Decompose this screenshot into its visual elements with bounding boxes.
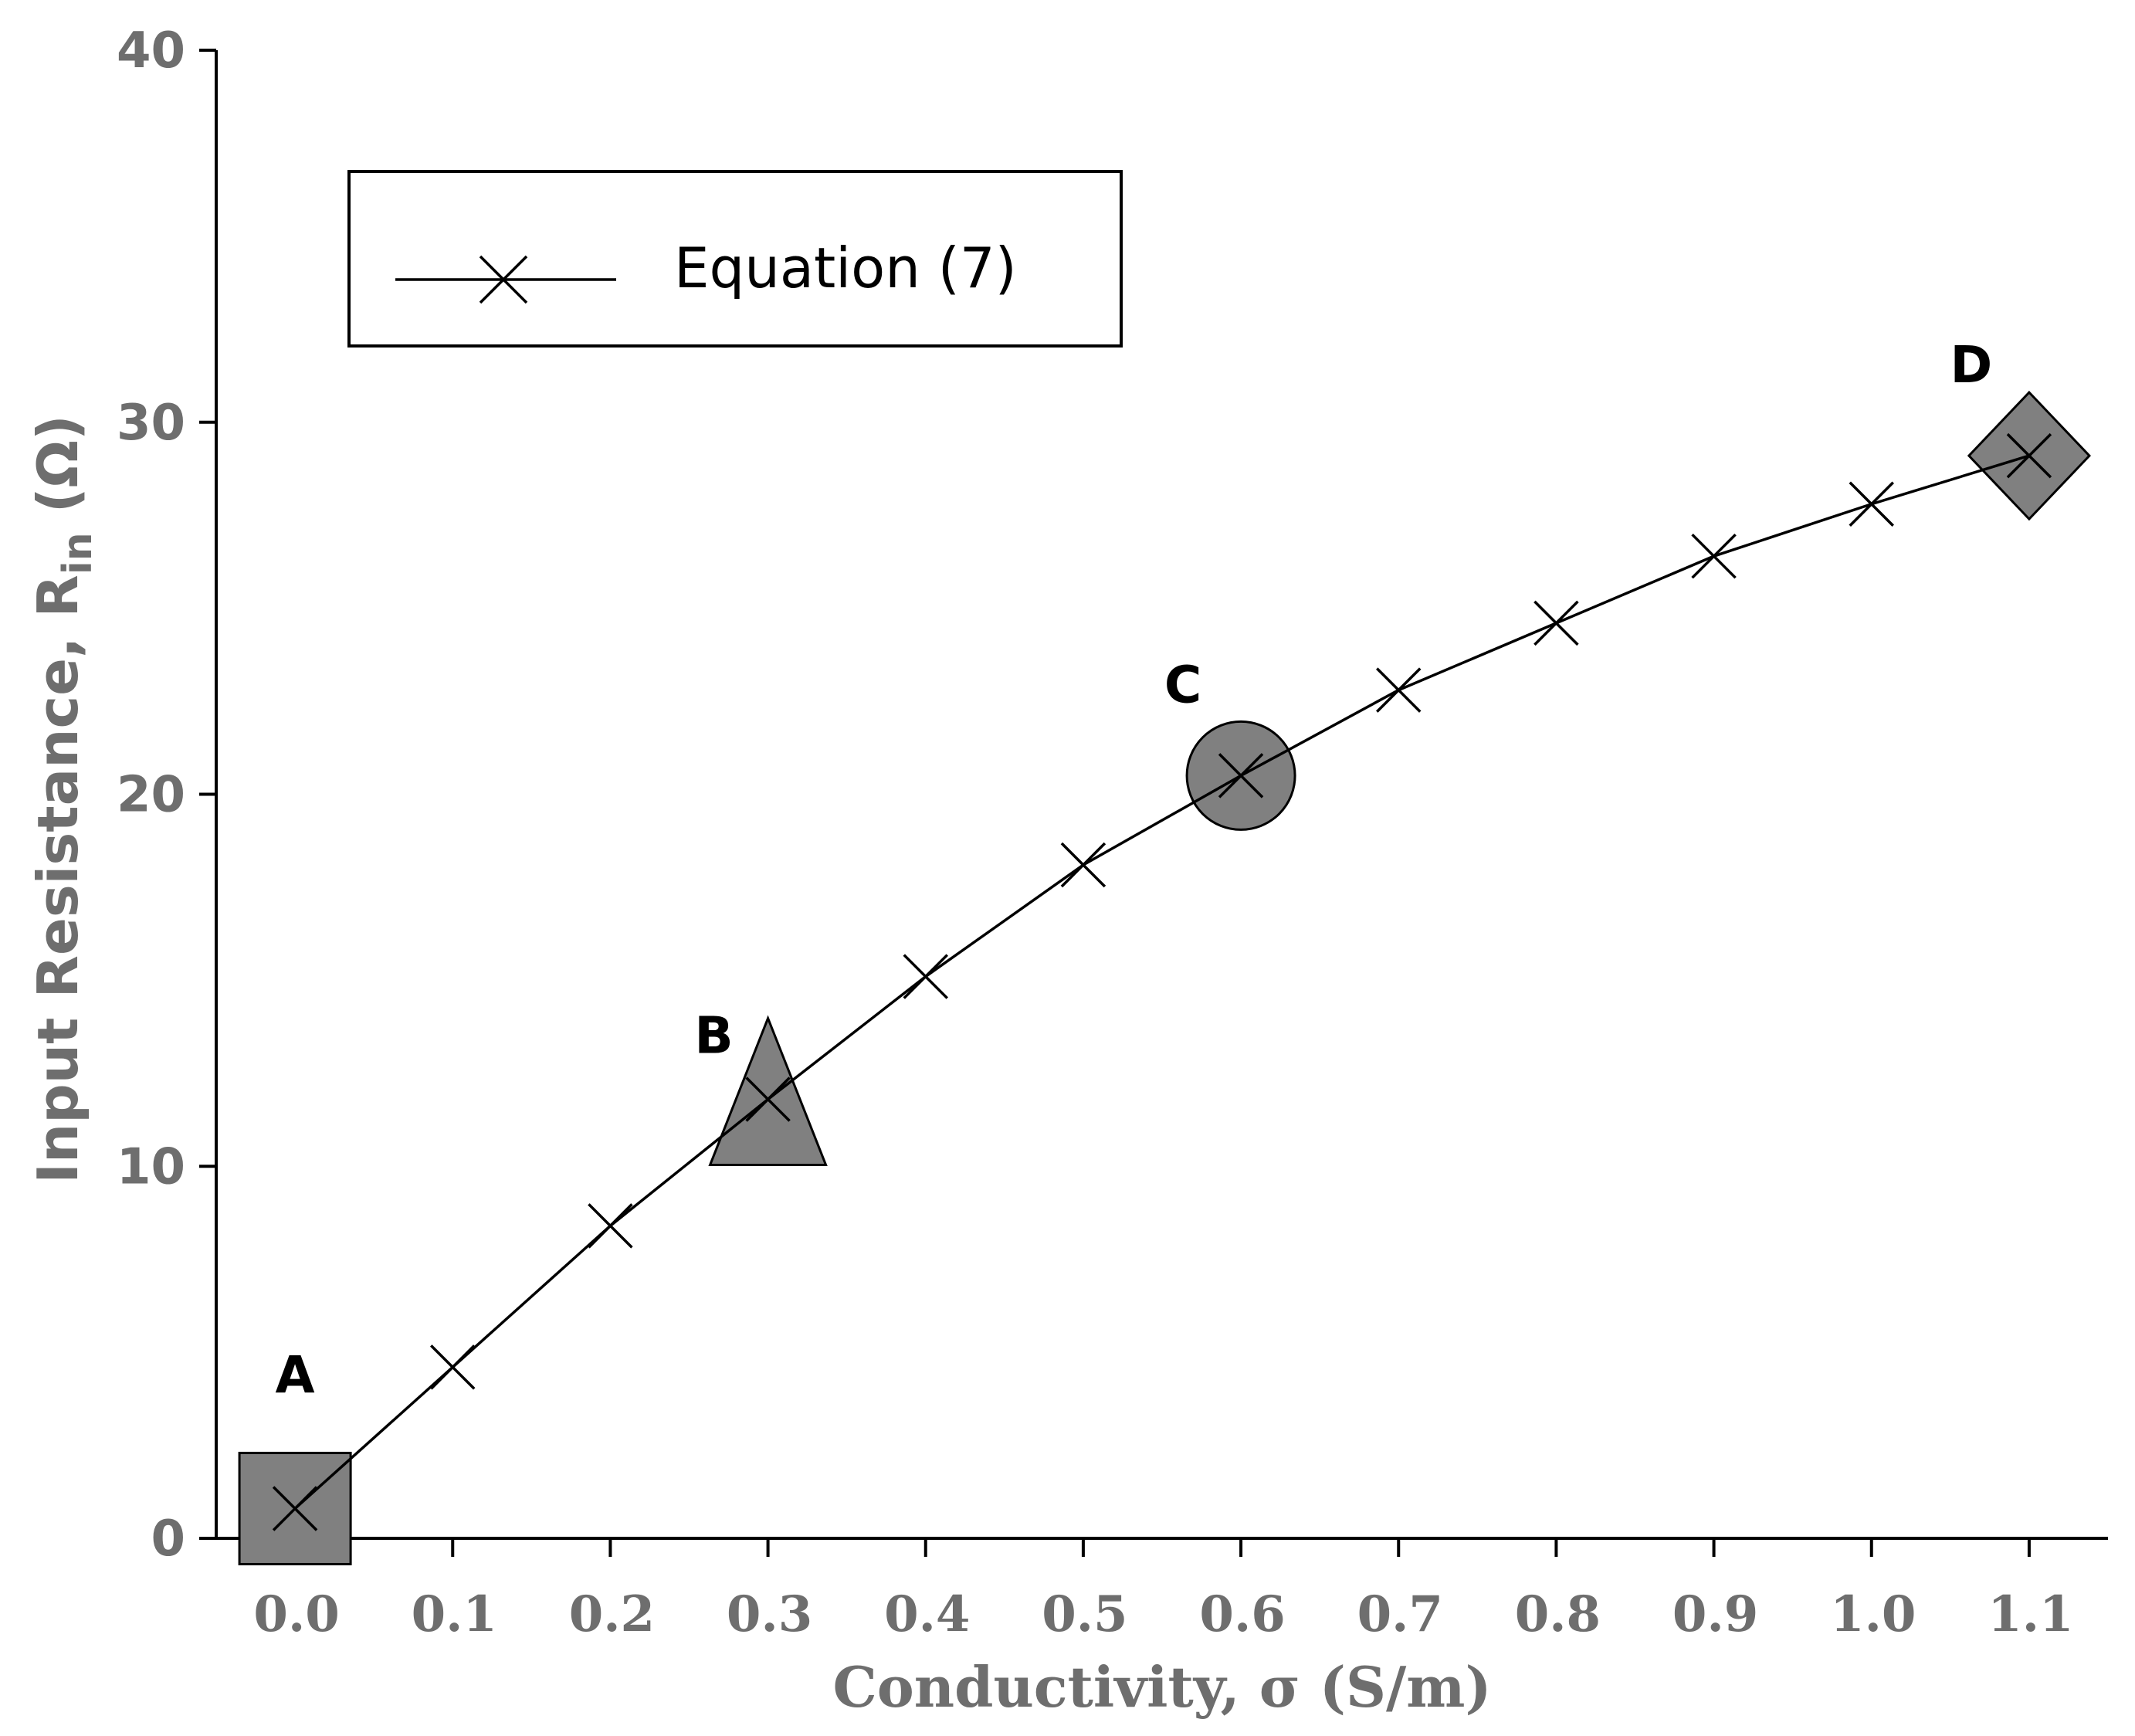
legend-label: Equation (7) [674,236,1017,300]
data-point-marker [430,1344,476,1390]
data-point-marker [903,954,948,999]
y-ticks: 0 10 20 30 40 [117,22,216,1568]
legend-box [347,170,1123,348]
highlighted-points [238,390,2091,1565]
x-tick-label: 0.2 [569,1585,655,1643]
data-point-marker [745,1077,791,1122]
x-tick-label: 0.0 [253,1585,339,1643]
x-ticks: 0.0 0.1 0.2 0.3 0.4 0.5 0.6 0.7 0.8 0.9 1.0 1.1 [253,1538,2074,1643]
series-equation-7 [272,432,2052,1531]
x-tick-label: 1.1 [1988,1585,2073,1643]
y-axis-title-subscript: in [55,532,101,575]
legend: Equation (7) [347,170,1123,348]
y-axis-title-main: Input Resistance, R [25,575,90,1184]
data-point-marker [2006,432,2052,479]
y-tick-label: 30 [117,395,185,452]
data-point-marker [1376,667,1422,713]
point-labels: A B C D [276,335,1993,1405]
x-tick-label: 0.4 [884,1585,970,1643]
y-tick-label: 40 [117,22,185,80]
data-point-marker [1533,600,1579,646]
x-axis-title: Conductivity, σ (S/m) [832,1654,1491,1720]
x-tick-label: 0.1 [412,1585,497,1643]
legend-x-marker [479,255,528,304]
data-point-marker [1691,533,1737,579]
data-point-marker [1060,842,1106,888]
y-tick-label: 0 [151,1511,185,1568]
x-tick-label: 0.3 [727,1585,812,1643]
data-point-marker [272,1486,318,1531]
data-point-marker [1218,753,1264,798]
data-point-marker [1849,481,1894,527]
point-label-A: A [276,1345,315,1405]
x-tick-label: 0.5 [1042,1585,1127,1643]
series-line [293,454,2030,1510]
x-tick-label: 0.8 [1515,1585,1601,1643]
y-axis-title: Input Resistance, Rin (Ω) [25,415,101,1184]
y-tick-label: 20 [117,767,185,824]
x-tick-label: 0.6 [1199,1585,1285,1643]
y-axis-title-unit: (Ω) [25,415,90,532]
x-tick-label: 1.0 [1830,1585,1916,1643]
point-label-C: C [1164,655,1201,714]
point-label-D: D [1950,335,1993,395]
x-tick-label: 0.7 [1357,1585,1443,1643]
point-label-B: B [694,1006,733,1066]
y-tick-label: 10 [117,1138,185,1195]
x-tick-label: 0.9 [1672,1585,1758,1643]
highlight-triangle-B [708,1015,828,1167]
data-point-marker [588,1203,633,1249]
